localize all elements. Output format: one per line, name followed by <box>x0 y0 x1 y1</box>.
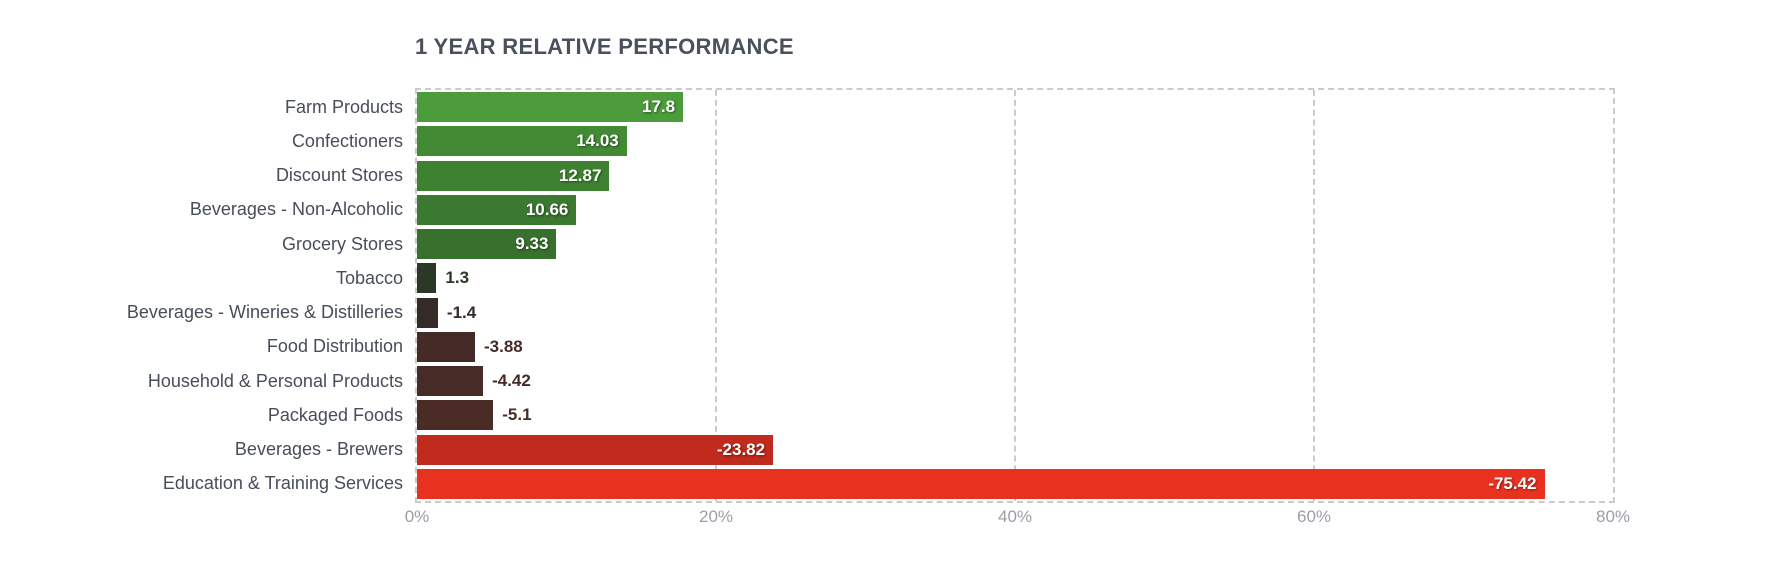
category-label: Beverages - Wineries & Distilleries <box>126 302 403 323</box>
bar-row: 17.8 <box>417 92 1613 123</box>
plot-area: 17.8 14.03 12.87 10.66 9.33 1.3 -1.4 -3.88 -4.42… <box>415 88 1615 503</box>
bar-value-label: -3.88 <box>484 336 523 356</box>
category-label: Confectioners <box>291 130 403 151</box>
bar: -23.82 <box>417 434 774 465</box>
bar-row: 9.33 <box>417 229 1613 260</box>
bar: 17.8 <box>417 92 684 123</box>
bar-value-label: 1.3 <box>445 268 470 288</box>
bar: 10.66 <box>417 194 577 225</box>
category-label: Packaged Foods <box>267 404 403 425</box>
bar: 14.03 <box>417 126 627 157</box>
bar <box>417 366 484 397</box>
bar-value-label: 10.66 <box>525 199 569 219</box>
bar-row: -1.4 <box>417 297 1613 328</box>
bar-value-label: 12.87 <box>558 165 602 185</box>
bar <box>417 331 475 362</box>
bar: -75.42 <box>417 468 1545 499</box>
x-tick-label: 80% <box>1595 507 1631 526</box>
category-label: Food Distribution <box>266 336 403 357</box>
bar: 9.33 <box>417 229 557 260</box>
bar-value-label: 17.8 <box>642 97 676 117</box>
category-label: Education & Training Services <box>162 473 403 494</box>
bar <box>417 297 438 328</box>
gridline-60% <box>1313 90 1315 501</box>
category-label: Farm Products <box>284 96 403 117</box>
category-axis: Farm Products Confectioners Discount Store… <box>0 88 403 503</box>
category-label: Grocery Stores <box>281 233 403 254</box>
bar: 12.87 <box>417 160 610 191</box>
x-tick-label: 40% <box>997 507 1033 526</box>
x-tick-label: 60% <box>1296 507 1332 526</box>
category-label: Discount Stores <box>275 165 403 186</box>
bar-value-label: -23.82 <box>716 439 766 459</box>
bar-row: -75.42 <box>417 468 1613 499</box>
bar-value-label: -5.1 <box>502 405 532 425</box>
bar <box>417 400 494 431</box>
category-label: Beverages - Non-Alcoholic <box>189 199 403 220</box>
bar-value-label: 14.03 <box>576 131 619 151</box>
x-tick-label: 0% <box>404 507 430 526</box>
bar-row: 14.03 <box>417 126 1613 157</box>
x-tick-label: 20% <box>698 507 734 526</box>
bar-row: 12.87 <box>417 160 1613 191</box>
chart-title: 1 YEAR RELATIVE PERFORMANCE <box>415 34 794 59</box>
bar-value-label: -1.4 <box>446 302 477 322</box>
x-axis: 0% 20% 40% 60% 80% <box>405 507 1630 533</box>
category-label: Beverages - Brewers <box>234 439 403 460</box>
bar-value-label: -4.42 <box>492 371 531 391</box>
bar-row: -3.88 <box>417 331 1613 362</box>
bar-row: -4.42 <box>417 366 1613 397</box>
gridline-40% <box>1014 90 1016 501</box>
category-label: Household & Personal Products <box>147 370 403 391</box>
bar-row: -5.1 <box>417 400 1613 431</box>
bar-row: -23.82 <box>417 434 1613 465</box>
category-label: Tobacco <box>335 267 403 288</box>
bar-value-label: 9.33 <box>515 234 549 254</box>
bar-value-label: -75.42 <box>1488 473 1537 493</box>
gridline-20% <box>715 90 717 501</box>
bar-row: 1.3 <box>417 263 1613 294</box>
bar-row: 10.66 <box>417 194 1613 225</box>
bar <box>417 263 437 294</box>
